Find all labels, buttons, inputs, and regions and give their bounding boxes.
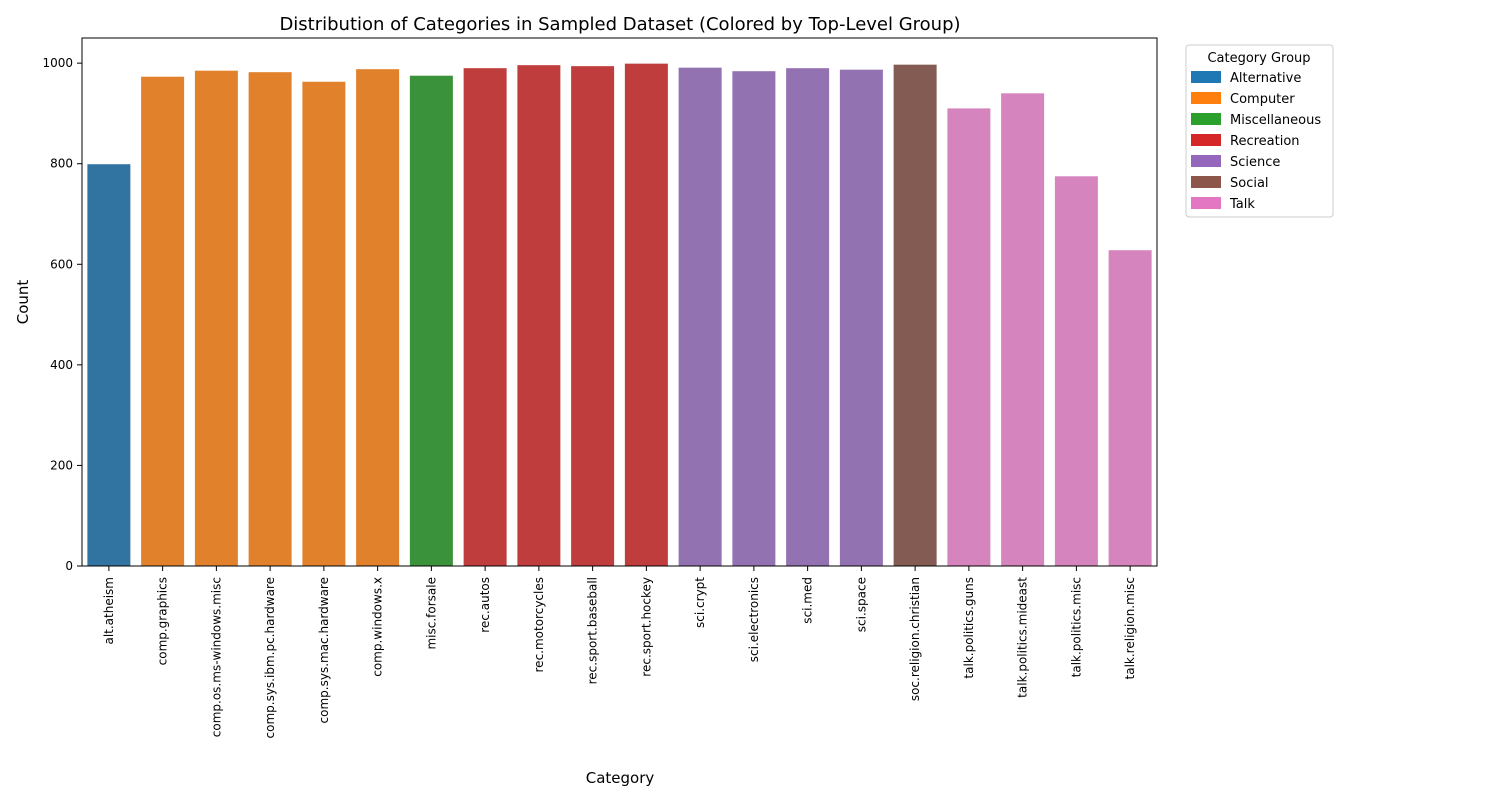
legend-swatch-recreation xyxy=(1191,134,1221,146)
legend-swatch-alternative xyxy=(1191,71,1221,83)
bar-rec-sport-baseball xyxy=(571,66,615,566)
x-tick-label: talk.politics.mideast xyxy=(1016,577,1030,698)
bar-sci-space xyxy=(839,69,883,567)
chart-title: Distribution of Categories in Sampled Da… xyxy=(279,14,960,35)
bar-rec-autos xyxy=(463,68,507,567)
legend-swatch-talk xyxy=(1191,197,1221,209)
x-tick-label: comp.windows.x xyxy=(371,577,385,677)
x-tick-label: sci.crypt xyxy=(693,577,707,628)
bar-rec-sport-hockey xyxy=(624,63,668,566)
y-tick-label: 600 xyxy=(50,257,73,271)
x-tick-label: rec.sport.hockey xyxy=(639,577,653,677)
x-tick-label: comp.graphics xyxy=(156,577,170,665)
x-tick-label: sci.med xyxy=(801,577,815,624)
bar-talk-religion-misc xyxy=(1108,250,1152,566)
bar-sci-electronics xyxy=(732,71,776,566)
x-tick-label: sci.space xyxy=(854,577,868,632)
x-tick-label: talk.politics.guns xyxy=(962,577,976,679)
bar-comp-sys-ibm-pc-hardware xyxy=(248,72,292,567)
legend-title: Category Group xyxy=(1207,51,1310,66)
legend-swatch-science xyxy=(1191,155,1221,167)
y-tick-label: 200 xyxy=(50,458,73,472)
bars-group xyxy=(87,63,1152,567)
x-tick-label: alt.atheism xyxy=(102,577,116,645)
y-axis: 0 200 400 600 800 1000 xyxy=(42,56,82,573)
bar-comp-sys-mac-hardware xyxy=(302,81,346,567)
legend-swatch-computer xyxy=(1191,92,1221,104)
x-tick-label: rec.autos xyxy=(478,577,492,633)
legend-label-social: Social xyxy=(1230,176,1269,191)
x-tick-label: sci.electronics xyxy=(747,577,761,662)
legend-label-alternative: Alternative xyxy=(1230,71,1301,86)
bar-comp-windows-x xyxy=(356,69,400,567)
y-tick-label: 0 xyxy=(65,559,73,573)
legend-swatch-social xyxy=(1191,176,1221,188)
legend-label-science: Science xyxy=(1230,155,1280,170)
y-tick-label: 800 xyxy=(50,157,73,171)
plot-frame xyxy=(81,37,1158,567)
legend-label-recreation: Recreation xyxy=(1230,134,1300,149)
bar-misc-forsale xyxy=(409,75,453,566)
legend-label-miscellaneous: Miscellaneous xyxy=(1230,113,1321,128)
x-tick-label: misc.forsale xyxy=(424,577,438,650)
legend: Category Group Alternative Computer Miscel… xyxy=(1185,44,1334,218)
x-tick-label: soc.religion.christian xyxy=(908,577,922,701)
bar-sci-med xyxy=(786,68,830,567)
bar-talk-politics-mideast xyxy=(1001,93,1045,567)
bar-sci-crypt xyxy=(678,67,722,566)
y-tick-label: 1000 xyxy=(42,56,73,70)
bar-soc-religion-christian xyxy=(893,64,937,566)
x-axis: alt.atheism comp.graphics comp.os.ms-windo… xyxy=(102,566,1137,738)
x-tick-label: talk.politics.misc xyxy=(1069,577,1083,677)
x-tick-label: rec.motorcycles xyxy=(532,577,546,672)
bar-talk-politics-misc xyxy=(1054,176,1098,567)
legend-swatch-miscellaneous xyxy=(1191,113,1221,125)
legend-label-computer: Computer xyxy=(1230,92,1295,107)
bar-comp-graphics xyxy=(141,76,185,566)
x-axis-label: Category xyxy=(586,769,655,787)
x-tick-label: comp.os.ms-windows.misc xyxy=(209,577,223,737)
x-tick-label: rec.sport.baseball xyxy=(586,577,600,684)
legend-label-talk: Talk xyxy=(1229,197,1255,212)
x-tick-label: talk.religion.misc xyxy=(1123,577,1137,679)
legend-box xyxy=(1185,44,1334,218)
x-tick-label: comp.sys.mac.hardware xyxy=(317,577,331,723)
y-tick-label: 400 xyxy=(50,358,73,372)
bar-comp-os-ms-windows-misc xyxy=(194,70,238,566)
y-axis-label: Count xyxy=(14,280,32,325)
x-tick-label: comp.sys.ibm.pc.hardware xyxy=(263,577,277,738)
bar-rec-motorcycles xyxy=(517,65,561,566)
bar-alt-atheism xyxy=(87,164,131,566)
bar-talk-politics-guns xyxy=(947,108,991,567)
